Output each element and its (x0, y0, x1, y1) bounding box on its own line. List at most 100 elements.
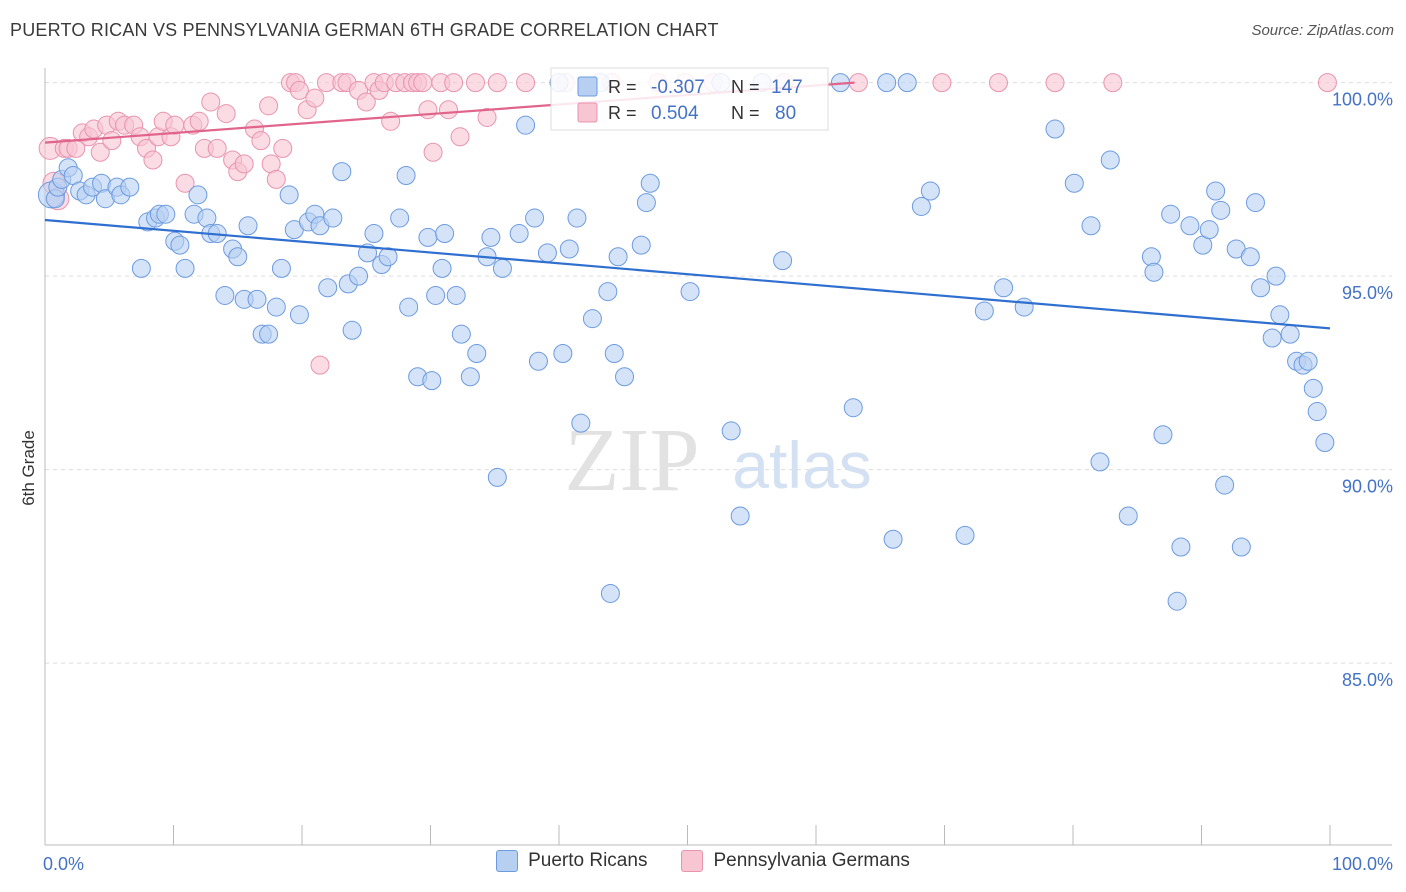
puerto-rican-point-65 (467, 344, 487, 364)
pennsylvania-german-point-40 (289, 80, 309, 100)
puerto-rican-point-76 (553, 344, 573, 364)
puerto-rican-point-78 (567, 208, 587, 228)
puerto-rican-point-106 (1014, 297, 1034, 317)
puerto-rican-point-95 (773, 251, 793, 271)
puerto-rican-point-129 (1251, 278, 1271, 298)
puerto-rican-point-126 (1231, 537, 1251, 557)
puerto-rican-point-123 (1211, 200, 1231, 220)
puerto-rican-point-97 (843, 398, 863, 418)
stats-box: R = -0.307 N = 147 R = 0.504 N = 80 (550, 67, 829, 131)
puerto-rican-point-139 (1315, 433, 1335, 453)
pennsylvania-german-point-52 (381, 111, 401, 131)
puerto-rican-point-108 (1064, 173, 1084, 193)
puerto-rican-point-36 (271, 258, 291, 278)
puerto-rican-point-47 (342, 320, 362, 340)
puerto-rican-point-102 (920, 181, 940, 201)
pennsylvania-german-point-26 (201, 92, 221, 112)
puerto-rican-point-121 (1199, 220, 1219, 240)
puerto-rican-point-103 (955, 525, 975, 545)
pennsylvania-german-point-22 (175, 173, 195, 193)
puerto-rican-point-107 (1045, 119, 1065, 139)
puerto-rican-point-61 (435, 224, 455, 244)
legend-item-puerto-ricans: Puerto Ricans (496, 850, 647, 872)
puerto-rican-point-54 (396, 165, 416, 185)
puerto-rican-point-73 (528, 351, 548, 371)
gridlines: 100.0% 95.0% 90.0% 85.0% (45, 82, 1393, 690)
puerto-rican-point-43 (318, 278, 338, 298)
pennsylvania-german-point-76 (988, 73, 1008, 93)
puerto-rican-point-84 (604, 344, 624, 364)
pennsylvania-german-point-36 (266, 169, 286, 189)
puerto-rican-point-98 (877, 73, 897, 93)
pennsylvania-german-point-9 (90, 142, 110, 162)
pennsylvania-german-point-79 (1317, 73, 1337, 93)
puerto-rican-point-52 (378, 247, 398, 267)
puerto-rican-point-116 (1161, 204, 1181, 224)
puerto-rican-point-114 (1144, 262, 1164, 282)
y-axis-label: 6th Grade (19, 430, 38, 506)
watermark: ZIP atlas (565, 411, 872, 510)
puerto-rican-point-45 (332, 162, 352, 182)
pennsylvania-german-point-11 (102, 131, 122, 151)
legend-label-puerto-ricans: Puerto Ricans (528, 850, 648, 871)
puerto-rican-point-60 (432, 258, 452, 278)
pennsylvania-german-point-65 (477, 107, 497, 127)
puerto-rican-point-87 (631, 235, 651, 255)
puerto-rican-point-128 (1245, 193, 1265, 213)
puerto-rican-point-59 (426, 285, 446, 305)
puerto-rican-point-105 (994, 278, 1014, 298)
puerto-rican-point-14 (131, 258, 151, 278)
legend-item-pennsylvania-germans: Pennsylvania Germans (681, 850, 910, 872)
pennsylvania-german-point-78 (1103, 73, 1123, 93)
puerto-rican-point-89 (640, 173, 660, 193)
pennsylvania-german-point-59 (423, 142, 443, 162)
legend-swatch-pink (681, 850, 704, 872)
axes: 0.0% 100.0% (43, 68, 1393, 874)
puerto-rican-point-29 (228, 247, 248, 267)
pennsylvania-german-point-33 (251, 131, 271, 151)
puerto-rican-point-133 (1280, 324, 1300, 344)
puerto-rican-point-112 (1118, 506, 1138, 526)
puerto-rican-point-109 (1081, 216, 1101, 236)
puerto-rican-point-100 (897, 73, 917, 93)
pennsylvania-german-point-64 (465, 73, 485, 93)
puerto-rican-point-118 (1167, 591, 1187, 611)
puerto-rican-point-34 (259, 324, 279, 344)
puerto-rican-point-72 (525, 208, 545, 228)
pennsylvania-german-point-48 (356, 92, 376, 112)
puerto-rican-point-122 (1206, 181, 1226, 201)
puerto-rican-point-63 (451, 324, 471, 344)
pennsylvania-german-point-24 (189, 111, 209, 131)
puerto-rican-point-71 (516, 115, 536, 135)
puerto-rican-point-101 (911, 196, 931, 216)
pennsylvania-german-point-58 (418, 100, 438, 120)
puerto-rican-point-13 (120, 177, 140, 197)
puerto-rican-point-132 (1270, 305, 1290, 325)
puerto-rican-point-85 (608, 247, 628, 267)
series-puerto-ricans (37, 73, 1335, 611)
stats-swatch-blue (577, 76, 598, 97)
watermark-atlas: atlas (732, 428, 871, 502)
puerto-rican-point-111 (1100, 150, 1120, 170)
puerto-rican-point-27 (215, 285, 235, 305)
x-tick-label-1: 100.0% (1332, 854, 1393, 874)
y-tick-label-1: 95.0% (1342, 283, 1393, 303)
puerto-rican-point-39 (289, 305, 309, 325)
puerto-rican-point-130 (1262, 328, 1282, 348)
legend-label-pennsylvania-germans: Pennsylvania Germans (713, 850, 910, 871)
stats-r-value-blue: -0.307 (651, 77, 705, 98)
puerto-rican-point-127 (1240, 247, 1260, 267)
pennsylvania-german-point-37 (273, 138, 293, 158)
puerto-rican-point-138 (1307, 402, 1327, 422)
puerto-rican-point-136 (1298, 351, 1318, 371)
stats-r-label-blue: R = (608, 77, 637, 97)
puerto-rican-point-88 (636, 193, 656, 213)
puerto-rican-point-77 (559, 239, 579, 259)
puerto-rican-point-44 (323, 208, 343, 228)
pennsylvania-german-point-34 (259, 96, 279, 116)
source-credit: Source: ZipAtlas.com (1251, 22, 1394, 39)
stats-r-label-pink: R = (608, 103, 637, 123)
puerto-rican-point-37 (279, 185, 299, 205)
puerto-rican-point-53 (390, 208, 410, 228)
